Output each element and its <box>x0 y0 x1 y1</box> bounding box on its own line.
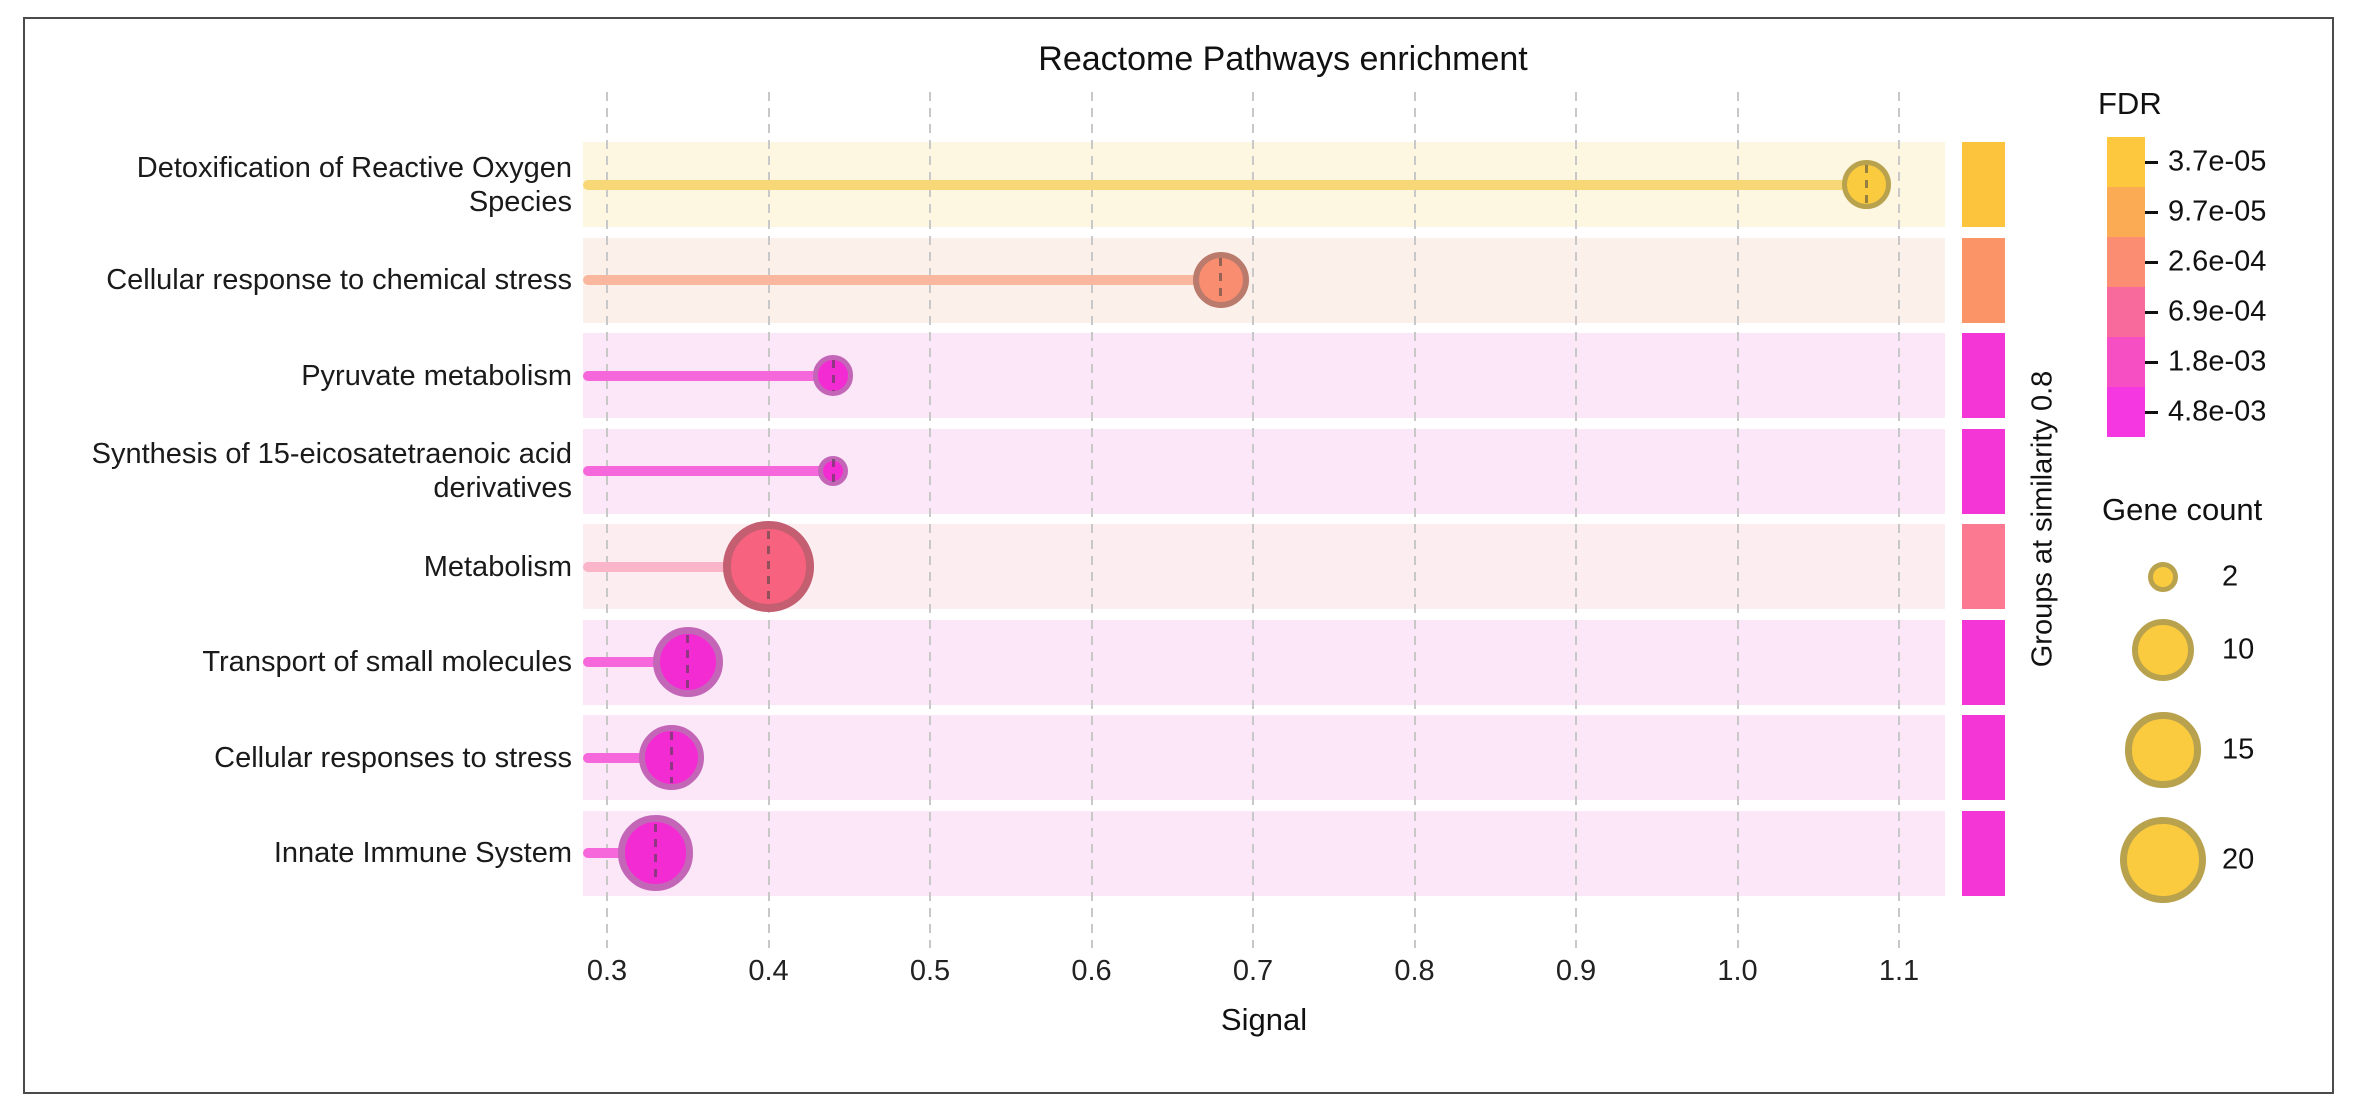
lollipop-stem <box>583 275 1221 285</box>
fdr-legend-tick <box>2145 410 2158 414</box>
gene-count-legend-circle <box>2131 618 2195 682</box>
gene-count-legend-label: 10 <box>2222 633 2255 666</box>
lollipop-stem <box>583 752 672 763</box>
group-strip-bar <box>1962 333 2005 418</box>
lollipop-stem <box>583 561 769 572</box>
group-strip-bar <box>1962 237 2005 323</box>
point-center-dash <box>653 823 657 883</box>
y-axis-label: Detoxification of Reactive Oxygen Specie… <box>136 151 572 218</box>
fdr-legend-tick <box>2145 210 2158 214</box>
grid-line <box>1736 92 1739 948</box>
x-axis-title: Signal <box>1220 1002 1308 1037</box>
x-tick-label: 0.3 <box>586 955 628 987</box>
y-axis-label: Cellular response to chemical stress <box>106 264 572 296</box>
lollipop-stem <box>583 370 834 381</box>
x-tick-label: 1.0 <box>1717 955 1758 987</box>
lollipop-stem <box>583 466 834 476</box>
fdr-legend-tick <box>2145 310 2158 314</box>
fdr-legend-tick <box>2145 360 2158 364</box>
row-band <box>583 715 1945 800</box>
point-center-dash <box>1865 165 1869 204</box>
lollipop-stem <box>583 657 688 667</box>
group-strip-bar <box>1962 810 2005 896</box>
fdr-legend-swatch <box>2107 337 2145 387</box>
x-tick-label: 0.6 <box>1071 955 1112 987</box>
gene-count-legend-circle <box>2125 712 2201 788</box>
group-strip-bar <box>1962 715 2005 800</box>
fdr-legend-tick <box>2145 260 2158 264</box>
point-center-dash <box>1219 258 1223 302</box>
grid-line <box>1413 92 1416 948</box>
grid-line <box>1252 92 1254 948</box>
fdr-legend-title: FDR <box>2098 86 2162 121</box>
x-tick-label: 0.5 <box>909 955 951 987</box>
gene-count-legend-circle <box>2119 816 2206 903</box>
y-axis-label: Metabolism <box>423 550 572 583</box>
y-axis-label: Transport of small molecules <box>202 646 572 678</box>
grid-line <box>1898 92 1900 948</box>
fdr-legend-label: 3.7e-05 <box>2168 145 2267 178</box>
gene-count-legend-label: 20 <box>2222 843 2255 876</box>
fdr-legend-label: 6.9e-04 <box>2168 295 2267 328</box>
row-band <box>583 619 1945 705</box>
x-tick-label: 0.7 <box>1232 955 1274 987</box>
grid-line <box>767 92 770 948</box>
point-center-dash <box>831 359 835 392</box>
group-strip-bar <box>1962 524 2005 609</box>
y-axis-label: Synthesis of 15-eicosatetraenoic acid de… <box>91 438 572 504</box>
point-center-dash <box>686 634 690 690</box>
grid-line <box>1090 92 1093 948</box>
y-axis-label: Innate Immune System <box>273 837 572 869</box>
fdr-legend-label: 2.6e-04 <box>2168 245 2267 278</box>
y-axis-label: Cellular responses to stress <box>214 741 572 774</box>
fdr-legend-swatch <box>2107 287 2145 337</box>
gene-count-legend-circle <box>2147 561 2179 593</box>
fdr-legend-tick <box>2145 160 2158 164</box>
point-center-dash <box>767 531 770 602</box>
grid-line <box>929 92 931 948</box>
fdr-legend-swatch <box>2107 237 2145 287</box>
fdr-legend-swatch <box>2107 187 2145 237</box>
x-tick-label: 1.1 <box>1878 955 1920 987</box>
point-center-dash <box>670 732 674 783</box>
grid-line <box>1575 92 1577 948</box>
x-tick-label: 0.4 <box>748 955 789 987</box>
gene-count-legend-title: Gene count <box>2102 492 2263 527</box>
fdr-legend-label: 1.8e-03 <box>2168 345 2267 378</box>
grid-line <box>606 92 608 948</box>
point-center-dash <box>831 459 835 483</box>
plot-title: Reactome Pathways enrichment <box>1038 40 1528 78</box>
group-strip-bar <box>1962 428 2005 514</box>
right-axis-label: Groups at similarity 0.8 <box>2026 370 2059 668</box>
fdr-legend-label: 4.8e-03 <box>2168 395 2267 428</box>
gene-count-legend-label: 15 <box>2222 733 2255 766</box>
lollipop-stem <box>583 179 1867 190</box>
y-axis-label: Pyruvate metabolism <box>301 359 572 392</box>
x-tick-label: 0.8 <box>1394 955 1435 987</box>
group-strip-bar <box>1962 619 2005 705</box>
fdr-legend-label: 9.7e-05 <box>2168 195 2267 228</box>
fdr-legend-swatch <box>2107 387 2145 437</box>
group-strip-bar <box>1962 142 2005 227</box>
x-tick-label: 0.9 <box>1555 955 1597 987</box>
row-band <box>583 810 1945 896</box>
gene-count-legend-label: 2 <box>2222 560 2239 593</box>
fdr-legend-swatch <box>2107 137 2145 187</box>
